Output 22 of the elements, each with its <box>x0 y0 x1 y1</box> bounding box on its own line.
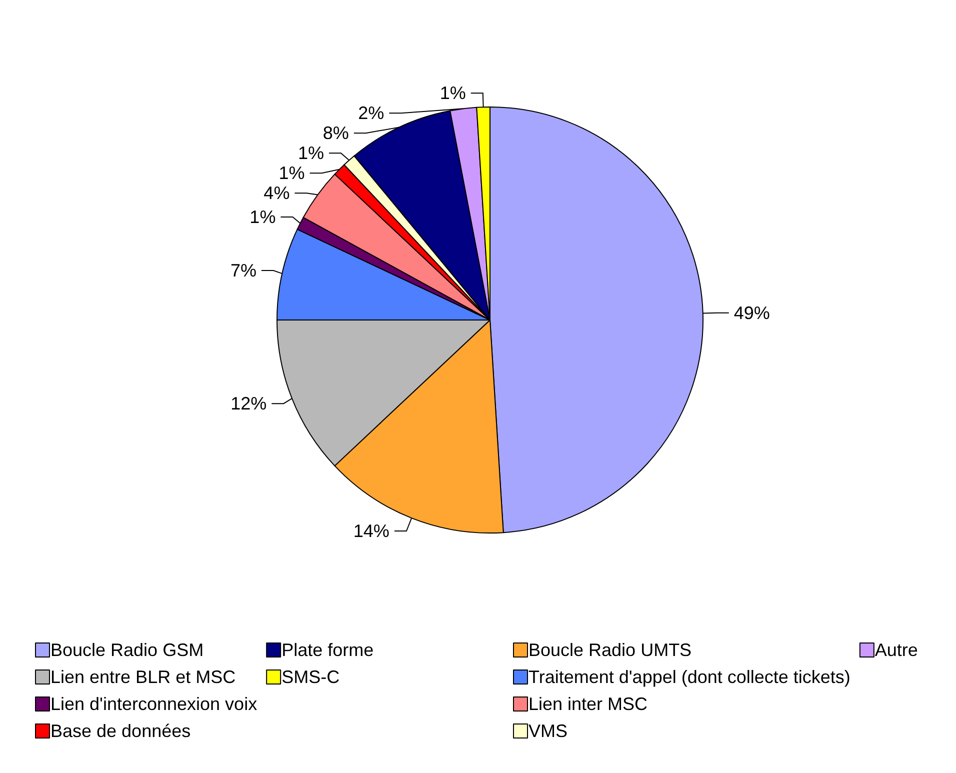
data-label: 49% <box>734 302 770 323</box>
legend-label: Traitement d'appel (dont collecte tickets) <box>528 667 850 687</box>
legend-label: Lien inter MSC <box>528 694 648 714</box>
legend-label: VMS <box>528 721 568 741</box>
data-label: 1% <box>440 83 466 104</box>
legend-label: Plate forme <box>282 640 374 660</box>
legend-label: Lien entre BLR et MSC <box>50 667 236 687</box>
data-label: 7% <box>230 260 256 280</box>
data-label: 4% <box>264 183 290 204</box>
legend-label: SMS-C <box>282 667 340 687</box>
data-label: 8% <box>322 123 349 144</box>
data-label: 1% <box>278 163 305 184</box>
data-label: 14% <box>353 521 390 542</box>
data-label: 2% <box>358 103 384 124</box>
data-label: 12% <box>230 394 267 414</box>
legend-label: Autre <box>874 640 918 660</box>
legend-label: Base de données <box>50 721 191 741</box>
legend-label: Boucle Radio GSM <box>50 640 204 660</box>
data-label: 1% <box>250 206 276 227</box>
data-label: 1% <box>298 143 324 164</box>
legend-label: Boucle Radio UMTS <box>528 640 692 660</box>
legend-label: Lien d'interconnexion voix <box>50 694 258 714</box>
